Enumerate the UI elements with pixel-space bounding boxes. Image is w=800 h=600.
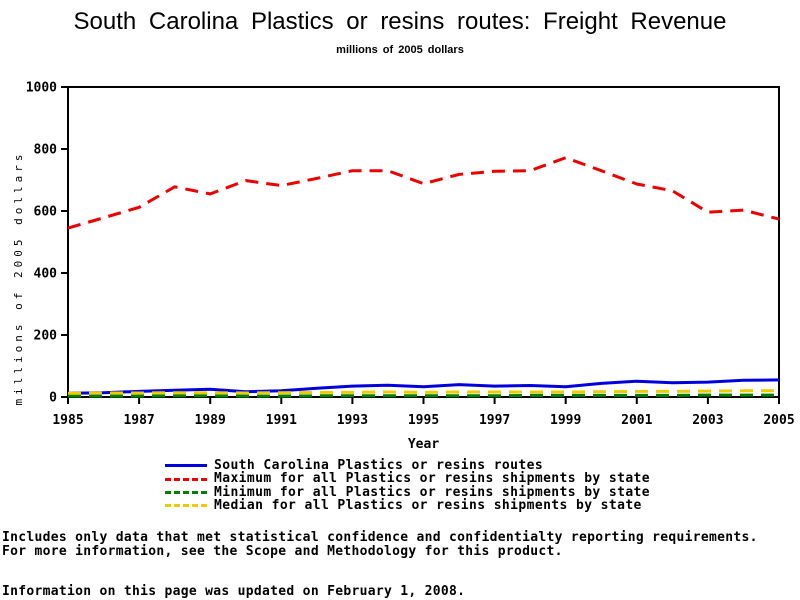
series-line-1 — [67, 156, 780, 230]
chart-title: South Carolina Plastics or resins routes… — [73, 8, 727, 35]
legend-swatch-blue-solid — [165, 464, 207, 468]
x-tick-label: 1993 — [337, 413, 368, 428]
y-axis-title: millions of 2005 dollars — [12, 151, 25, 406]
x-tick-label: 1985 — [52, 413, 83, 428]
legend-label: Minimum for all Plastics or resins shipm… — [214, 484, 651, 500]
chart-subtitle: millions of 2005 dollars — [336, 44, 464, 56]
y-tick-label: 200 — [34, 329, 58, 344]
x-tick-label: 1995 — [408, 413, 439, 428]
x-tick-label: 1991 — [266, 413, 297, 428]
footnote-block: Includes only data that met statistical … — [2, 531, 758, 559]
x-tick-label: 2003 — [692, 413, 723, 428]
legend-swatch-gold-dashed — [165, 504, 207, 508]
footnote-line-2: For more information, see the Scope and … — [2, 544, 563, 559]
y-tick-label: 600 — [34, 205, 58, 220]
legend-item-maximum: Maximum for all Plastics or resins shipm… — [165, 471, 651, 487]
footnote-line-1: Includes only data that met statistical … — [2, 530, 758, 545]
x-tick-label: 1987 — [123, 413, 154, 428]
legend-item-sc-routes: South Carolina Plastics or resins routes — [165, 459, 650, 472]
update-notice: Information on this page was updated on … — [2, 584, 466, 599]
x-tick-label: 1999 — [550, 413, 581, 428]
chart-legend: South Carolina Plastics or resins routes… — [165, 459, 650, 513]
y-tick-label: 1000 — [26, 81, 57, 96]
series-line-3 — [67, 389, 779, 395]
legend-swatch-red-dashed — [165, 477, 207, 481]
x-tick-label: 1997 — [479, 413, 510, 428]
x-axis-title: Year — [408, 437, 439, 452]
y-tick-label: 400 — [34, 267, 58, 282]
line-chart-canvas: 0 200 400 600 800 1000 1985 1987 1989 1991 1993 199… — [12, 81, 795, 453]
y-tick-label: 0 — [49, 391, 57, 406]
legend-item-median: Median for all Plastics or resins shipme… — [165, 498, 650, 514]
x-tick-label: 2001 — [621, 413, 652, 428]
legend-label: South Carolina Plastics or resins routes — [214, 458, 544, 473]
x-tick-label: 1989 — [195, 413, 226, 428]
x-tick-label: 2005 — [763, 413, 794, 428]
plot-frame — [67, 86, 780, 398]
legend-item-minimum: Minimum for all Plastics or resins shipm… — [165, 484, 651, 500]
legend-label: Maximum for all Plastics or resins shipm… — [214, 471, 651, 487]
legend-label: Median for all Plastics or resins shipme… — [214, 498, 642, 514]
y-tick-label: 800 — [34, 143, 58, 158]
series-line-2 — [68, 393, 779, 398]
series-line-0 — [67, 378, 780, 395]
legend-swatch-green-dashed — [165, 490, 207, 494]
